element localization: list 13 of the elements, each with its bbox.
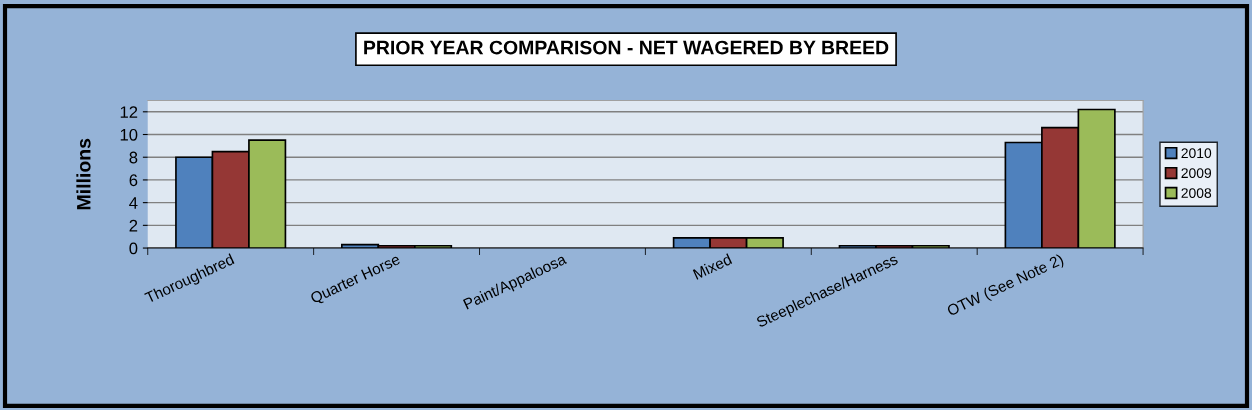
legend-label: 2009	[1181, 168, 1212, 179]
y-tick-label: 0	[129, 242, 138, 255]
y-tick-label: 10	[120, 128, 138, 141]
y-tick-label: 12	[120, 106, 138, 118]
legend-label: 2010	[1181, 148, 1212, 159]
y-tick-label: 6	[129, 174, 138, 187]
y-tick-label: 2	[129, 219, 138, 232]
y-tick-label: 4	[129, 197, 138, 209]
y-axis-title: Millions	[76, 138, 91, 210]
y-tick-label: 8	[129, 151, 138, 164]
x-tick-label: OTW (See Note 2)	[946, 253, 1066, 319]
legend-label: 2008	[1181, 188, 1212, 198]
chart-title: PRIOR YEAR COMPARISON - NET WAGERED BY BREED	[364, 40, 889, 55]
